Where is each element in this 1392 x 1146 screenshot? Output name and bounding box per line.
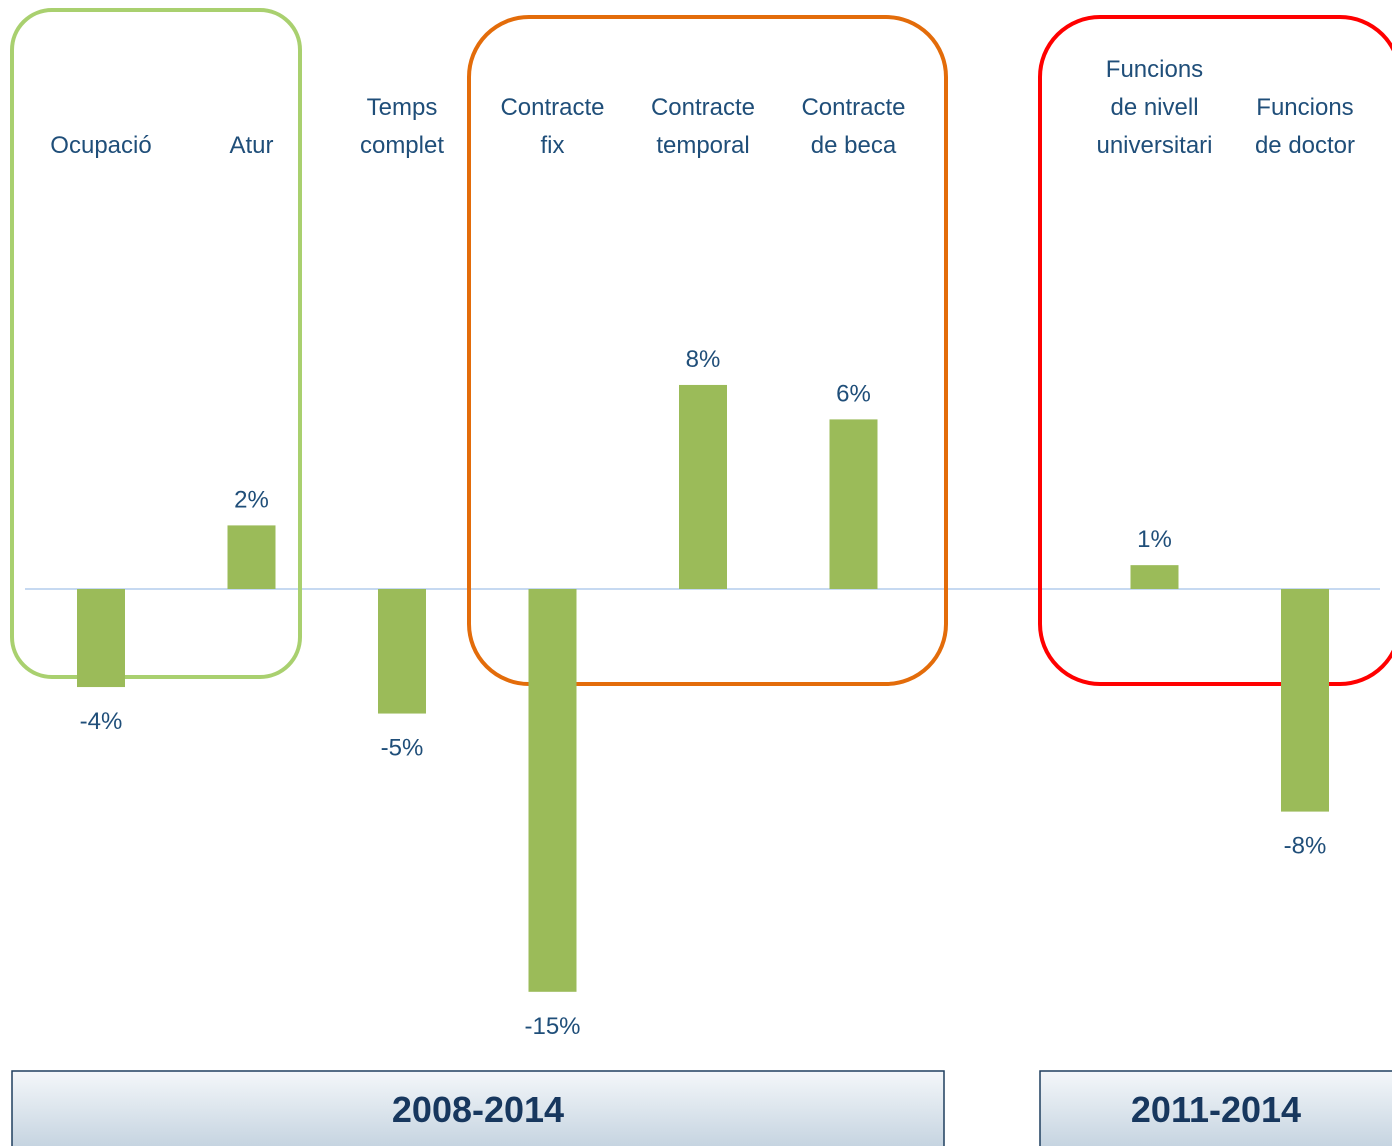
bar — [528, 589, 577, 992]
x-tick-label: temporal — [656, 132, 749, 159]
bar — [378, 589, 426, 714]
x-tick-label: de doctor — [1255, 132, 1355, 159]
group-box — [467, 15, 948, 686]
bar — [679, 384, 727, 589]
value-label: 6% — [836, 380, 871, 407]
group-box — [1038, 15, 1392, 686]
bar — [227, 525, 276, 589]
period-box — [1039, 1070, 1392, 1146]
value-label: 1% — [1137, 526, 1172, 553]
period-box — [11, 1070, 945, 1146]
period-label: 2008-2014 — [392, 1089, 564, 1130]
bar — [1281, 589, 1329, 812]
x-tick-label: Funcions — [1256, 94, 1353, 121]
x-tick-label: Contracte — [651, 94, 755, 121]
value-label: -15% — [524, 1013, 580, 1040]
value-label: 2% — [234, 486, 269, 513]
value-label: -5% — [381, 735, 424, 762]
period-label: 2011-2014 — [1131, 1089, 1301, 1130]
x-tick-label: complet — [360, 132, 444, 159]
x-tick-label: Ocupació — [50, 132, 151, 159]
x-tick-label: Contracte — [801, 94, 905, 121]
x-tick-label: de beca — [811, 132, 897, 159]
x-tick-label: de nivell — [1110, 94, 1198, 121]
value-label: -4% — [80, 708, 123, 735]
x-tick-label: universitari — [1096, 132, 1212, 159]
value-label: -8% — [1284, 833, 1327, 860]
group-box — [10, 8, 302, 679]
x-tick-label: Funcions — [1106, 56, 1203, 83]
bar — [1130, 565, 1179, 589]
x-tick-label: Contracte — [500, 94, 604, 121]
bar — [829, 419, 878, 589]
x-tick-label: fix — [541, 132, 565, 159]
x-tick-label: Temps — [367, 94, 438, 121]
bar — [77, 589, 125, 688]
value-label: 8% — [686, 346, 721, 373]
x-tick-label: Atur — [229, 132, 273, 159]
